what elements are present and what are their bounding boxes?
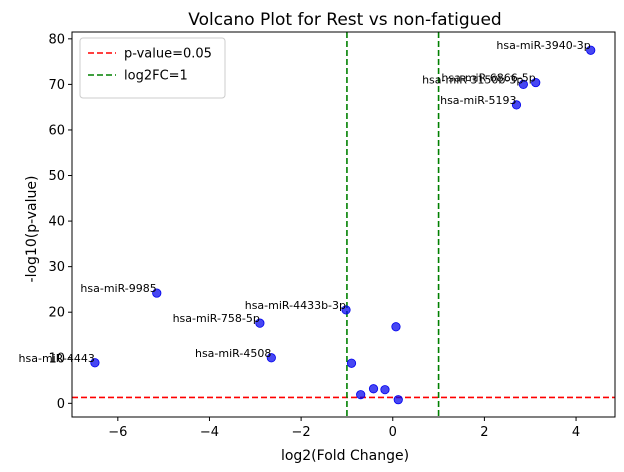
x-tick-label: 0 — [389, 425, 397, 440]
y-axis-label: -log10(p-value) — [24, 176, 40, 283]
x-tick-label: 2 — [480, 425, 488, 440]
point-label: hsa-miR-9985 — [80, 282, 156, 295]
legend-label: p-value=0.05 — [124, 47, 212, 62]
data-point — [152, 288, 162, 298]
plot-frame — [71, 31, 616, 418]
data-point — [266, 353, 276, 363]
legend: p-value=0.05 log2FC=1 — [79, 37, 226, 99]
data-point — [531, 77, 541, 88]
point-label: hsa-miR-5193 — [440, 94, 516, 107]
data-point — [518, 79, 528, 89]
x-tick-label: −2 — [292, 425, 311, 440]
data-point — [356, 390, 366, 400]
data-point — [511, 100, 522, 110]
data-point — [380, 385, 390, 395]
data-point — [368, 384, 379, 394]
x-tick-label: 4 — [572, 425, 580, 440]
data-point — [391, 322, 401, 332]
chart-title: Volcano Plot for Rest vs non-fatigued — [188, 10, 501, 30]
point-label: hsa-miR-4508 — [195, 347, 271, 360]
data-point — [586, 45, 596, 55]
data-point — [90, 358, 100, 368]
data-point — [341, 305, 351, 315]
x-axis-label: log2(Fold Change) — [281, 448, 409, 464]
point-label: hsa-miR-4443 — [19, 352, 95, 365]
data-point — [255, 318, 265, 328]
y-tick-label: 40 — [48, 215, 65, 230]
legend-label: log2FC=1 — [124, 69, 188, 84]
plot-area: hsa-miR-3940-3p hsa-miR-6866-5phsa-miR-31… — [19, 31, 616, 440]
x-tick-label: −4 — [200, 425, 219, 440]
y-tick-label: 50 — [48, 169, 65, 184]
y-tick-label: 30 — [48, 260, 65, 275]
legend-box — [79, 37, 226, 99]
point-label: hsa-miR-758-5p — [173, 312, 260, 325]
point-label: hsa-miR-6866-5p — [441, 72, 535, 85]
data-point — [346, 358, 357, 368]
y-tick-label: 60 — [48, 123, 65, 138]
point-label: hsa-miR-4433b-3p — [245, 299, 346, 312]
point-label: hsa-miR-3150b-3p — [422, 73, 523, 86]
x-tick-label: −6 — [108, 425, 127, 440]
point-label: hsa-miR-3940-3p — [496, 39, 590, 52]
y-tick-label: 80 — [48, 32, 65, 47]
y-tick-label: 0 — [57, 397, 65, 412]
y-tick-label: 20 — [48, 306, 65, 321]
data-point — [393, 395, 403, 405]
y-tick-label: 10 — [48, 351, 65, 366]
y-tick-label: 70 — [48, 78, 65, 93]
